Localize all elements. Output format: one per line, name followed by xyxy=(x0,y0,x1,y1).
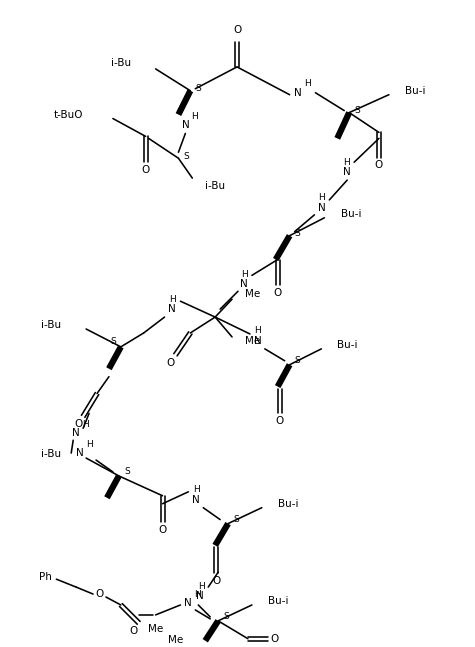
Text: S: S xyxy=(233,515,239,524)
Text: O: O xyxy=(95,589,103,599)
Text: N: N xyxy=(72,428,80,438)
Text: Bu-i: Bu-i xyxy=(337,340,358,350)
Text: t-BuO: t-BuO xyxy=(54,109,83,120)
Text: H: H xyxy=(169,295,176,303)
Text: H: H xyxy=(242,270,248,279)
Text: Bu-i: Bu-i xyxy=(278,499,298,509)
Text: S: S xyxy=(354,106,360,115)
Text: Me: Me xyxy=(148,624,163,634)
Text: N: N xyxy=(317,203,325,213)
Text: N: N xyxy=(254,336,262,346)
Text: O: O xyxy=(142,165,150,175)
Text: O: O xyxy=(166,358,175,367)
Text: H: H xyxy=(86,440,93,448)
Text: H: H xyxy=(193,485,200,494)
Text: N: N xyxy=(76,448,84,458)
Text: H: H xyxy=(304,80,311,88)
Text: Me: Me xyxy=(245,336,260,346)
Text: O: O xyxy=(212,576,220,586)
Text: H: H xyxy=(191,112,198,121)
Text: O: O xyxy=(130,626,138,636)
Text: O: O xyxy=(375,160,383,170)
Text: O: O xyxy=(74,419,82,430)
Text: N: N xyxy=(294,88,302,98)
Text: H: H xyxy=(194,589,200,598)
Text: S: S xyxy=(223,613,229,621)
Text: Bu-i: Bu-i xyxy=(341,209,362,219)
Text: H: H xyxy=(318,193,325,203)
Text: S: S xyxy=(195,84,201,93)
Text: O: O xyxy=(271,633,279,644)
Text: i-Bu: i-Bu xyxy=(111,58,131,68)
Text: O: O xyxy=(276,416,284,426)
Text: N: N xyxy=(192,495,200,505)
Text: S: S xyxy=(294,356,300,366)
Text: i-Bu: i-Bu xyxy=(41,449,61,459)
Text: i-Bu: i-Bu xyxy=(41,320,61,330)
Text: N: N xyxy=(184,598,192,608)
Text: Bu-i: Bu-i xyxy=(268,596,288,606)
Text: Bu-i: Bu-i xyxy=(405,86,425,96)
Text: S: S xyxy=(124,467,130,476)
Text: Ph: Ph xyxy=(39,572,52,582)
Text: S: S xyxy=(183,152,189,160)
Text: S: S xyxy=(110,337,116,346)
Text: i-Bu: i-Bu xyxy=(205,181,225,191)
Text: H: H xyxy=(343,158,350,167)
Text: S: S xyxy=(294,229,300,238)
Text: N: N xyxy=(240,280,248,289)
Text: O: O xyxy=(233,25,241,35)
Text: H: H xyxy=(255,327,261,336)
Text: H: H xyxy=(198,582,205,591)
Text: N: N xyxy=(343,167,351,177)
Text: N: N xyxy=(196,591,204,601)
Text: N: N xyxy=(181,120,189,131)
Text: H: H xyxy=(82,420,88,429)
Text: O: O xyxy=(274,289,282,298)
Text: N: N xyxy=(168,304,175,314)
Text: Me: Me xyxy=(168,635,183,644)
Text: O: O xyxy=(159,525,167,534)
Text: Me: Me xyxy=(245,289,260,300)
